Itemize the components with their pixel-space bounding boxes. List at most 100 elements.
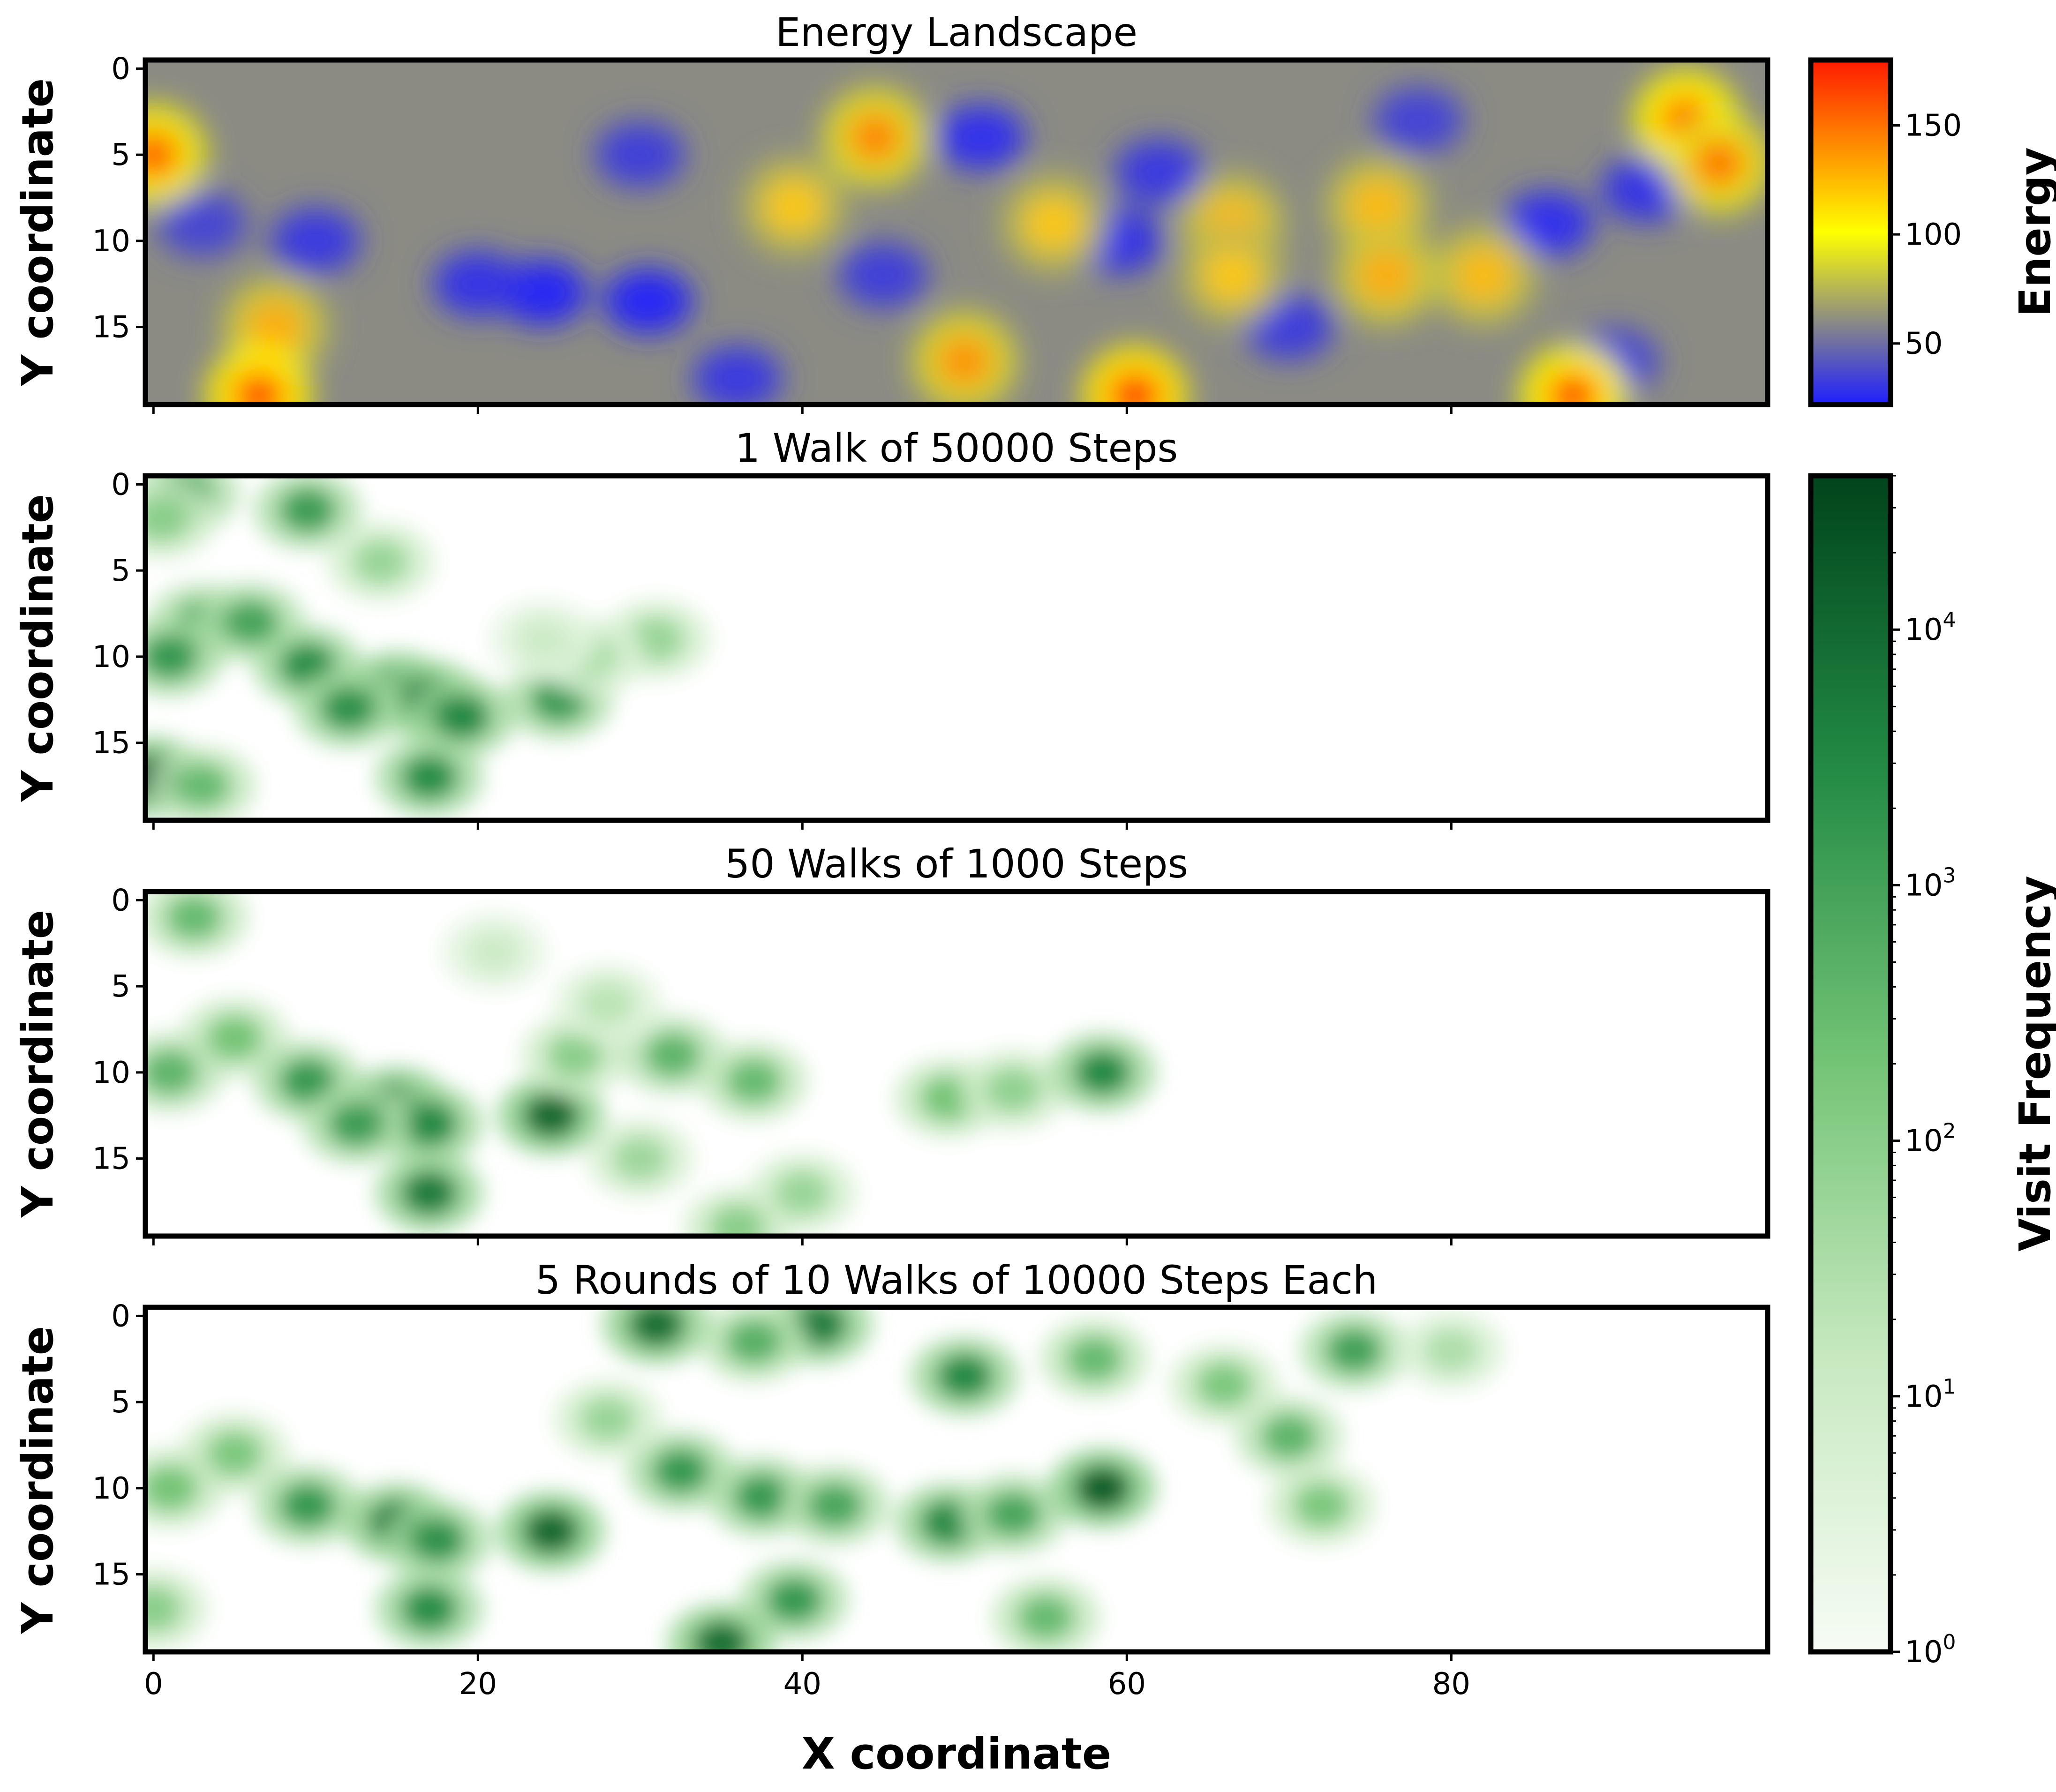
visit-cluster [433,694,490,740]
visit-cluster [1423,1327,1480,1373]
visit-colorbar-tick-label: 103 [1905,863,1956,903]
y-tick-label: 0 [111,52,130,86]
energy-low-region [1374,87,1464,153]
energy-peak [1358,249,1415,301]
x-tick-label: 20 [459,1667,497,1702]
visit-cluster [1074,1050,1131,1095]
fifty-walks-panel: 50 Walks of 1000 Steps 0 5 10 15 Y coordina… [13,841,1770,1239]
y-tick-label: 5 [111,1385,130,1420]
rounds-plot-frame [143,1305,1770,1655]
energy-peak [847,112,904,164]
rounds-title: 5 Rounds of 10 Walks of 10000 Steps Each [535,1257,1378,1303]
visit-frequency-colorbar-ticks: 100 101 102 103 104 [1890,475,1956,1670]
y-tick-label: 15 [92,726,130,761]
y-tick-label: 15 [92,1558,130,1592]
visit-cluster [401,1586,458,1632]
energy-landscape-panel: Energy Landscape 0 5 10 15 Y coordinate [13,9,1770,407]
visit-frequency-colorbar-gradient [1811,476,1890,1652]
visit-cluster [523,1093,579,1138]
visit-cluster [145,634,198,679]
visit-cluster [547,1033,603,1078]
visit-cluster [401,755,458,800]
energy-low-region [271,208,361,274]
visit-cluster [725,1058,782,1104]
y-tick-label: 10 [92,1471,130,1506]
energy-colorbar: 50 100 150 Energy [1808,57,2056,407]
visit-cluster [279,1058,336,1104]
visit-cluster [580,981,636,1026]
energy-low-region [693,345,782,405]
visit-cluster [652,1448,709,1494]
energy-low-region [839,242,928,308]
y-tick-label: 5 [111,138,130,172]
energy-colorbar-label: Energy [2010,147,2056,317]
energy-colorbar-frame [1808,57,1893,407]
visit-cluster [709,1205,766,1236]
rounds-heatmap [145,1307,1768,1652]
rounds-y-axis: 0 5 10 15 [92,1299,145,1592]
visit-colorbar-tick-label: 100 [1905,1630,1956,1670]
visit-cluster [206,1431,263,1477]
energy-colorbar-tick-label: 100 [1905,217,1962,252]
visit-cluster [523,1508,579,1554]
visit-cluster [279,487,336,533]
fifty-walks-heatmap [145,892,1768,1236]
energy-colorbar-ticks: 50 100 150 [1890,109,1962,361]
energy-peak [1544,370,1601,405]
visit-cluster [145,1050,198,1095]
energy-peak [1350,180,1407,232]
energy-peak [936,336,993,388]
fifty-walks-y-axis-label: Y coordinate [13,910,63,1218]
visit-cluster [328,1102,384,1147]
visit-cluster [774,1170,831,1216]
energy-peak [1455,249,1512,301]
single-walk-y-axis-label: Y coordinate [13,494,63,802]
energy-low-region [603,268,693,334]
single-walk-y-axis: 0 5 10 15 [92,467,145,761]
fifty-walks-title: 50 Walks of 1000 Steps [725,841,1188,887]
visit-cluster [166,895,222,940]
visit-cluster [409,1517,466,1563]
single-walk-panel: 1 Walk of 50000 Steps 0 5 10 15 Y coordinat… [13,425,1770,823]
visit-cluster [466,929,522,975]
visit-cluster [401,1102,458,1147]
visit-colorbar-tick-label: 102 [1905,1119,1956,1159]
visit-cluster [806,1483,863,1528]
y-tick-label: 0 [111,467,130,502]
visit-cluster [644,1033,701,1078]
visit-cluster [206,1015,263,1061]
y-tick-label: 0 [111,883,130,918]
visit-cluster [580,1396,636,1442]
energy-landscape-title: Energy Landscape [776,9,1137,55]
energy-peak [1204,249,1261,301]
energy-colorbar-tick-label: 50 [1905,327,1943,361]
single-walk-plot-frame [143,473,1770,823]
visit-cluster [174,763,231,809]
visit-cluster [766,1577,822,1623]
visit-colorbar-tick-label: 101 [1905,1375,1956,1414]
energy-low-region [433,251,523,317]
visit-cluster [401,1170,458,1216]
visit-cluster [733,1474,790,1520]
energy-colorbar-gradient [1811,60,1890,405]
y-tick-label: 10 [92,640,130,675]
visit-colorbar-tick-label: 104 [1905,608,1956,647]
y-tick-label: 5 [111,969,130,1004]
energy-peak [145,129,182,181]
visit-cluster [1017,1595,1074,1640]
single-walk-heatmap [145,476,1768,820]
visit-cluster [985,1067,1042,1112]
y-tick-label: 10 [92,1056,130,1090]
visit-cluster [279,1483,336,1528]
visit-cluster [936,1354,993,1399]
energy-peak [766,180,822,232]
visit-cluster [352,539,409,585]
visit-cluster [145,496,190,541]
energy-colorbar-tick-label: 150 [1905,109,1962,143]
energy-y-axis: 0 5 10 15 [92,52,145,345]
x-tick-label: 80 [1432,1667,1470,1702]
energy-low-region [1504,191,1593,257]
fifty-walks-y-axis: 0 5 10 15 [92,883,145,1177]
y-tick-label: 5 [111,554,130,588]
